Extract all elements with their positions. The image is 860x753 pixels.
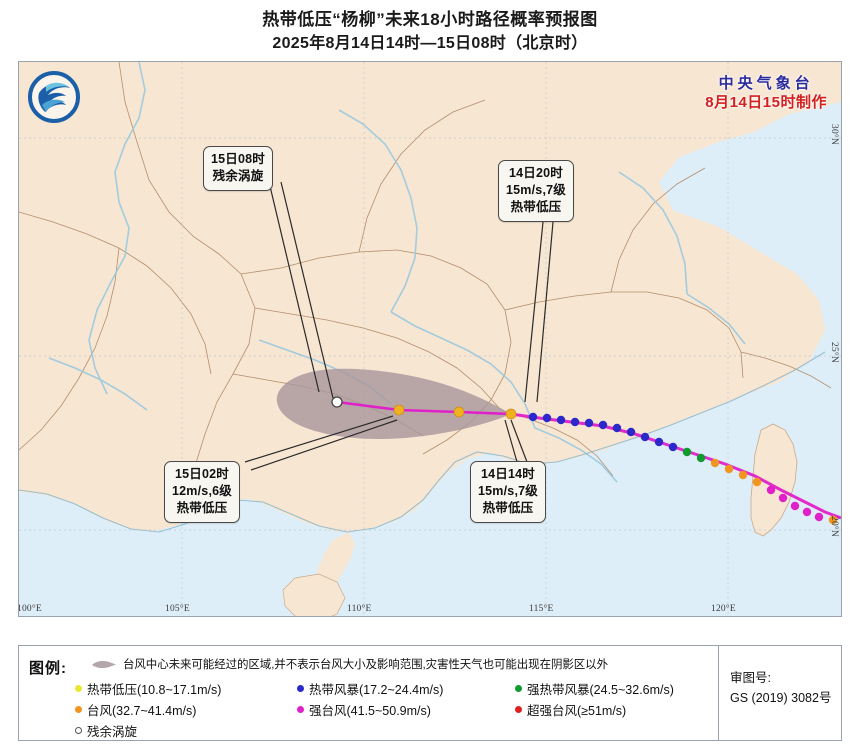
legend-item-typhoon: 台风(32.7~41.4m/s) [75,700,297,719]
callout-14d14-line-3: 热带低压 [482,501,534,515]
residual-vortex-marker [331,396,343,408]
lon-tick-115e: 115°E [529,604,554,614]
past-track-points [528,412,838,525]
lon-tick-100e: 100°E [18,604,42,614]
legend-row-1: 热带低压(10.8~17.1m/s) 热带风暴(17.2~24.4m/s) 强热… [75,678,715,699]
watermark-organization: 中央气象台 [718,75,814,92]
probability-cone [276,368,511,440]
legend-item-residual-vortex: 残余涡旋 [75,721,297,740]
callout-14d14-line-2: 15m/s,7级 [478,484,538,498]
legend-item-super-typhoon: 超强台风(≥51m/s) [515,700,715,719]
lon-tick-110e: 110°E [347,604,372,614]
lon-tick-120e: 120°E [711,604,736,614]
lat-tick-30n: 30°N [829,124,839,145]
legend-item-tropical-depression: 热带低压(10.8~17.1m/s) [75,679,297,698]
page-title: 热带低压“杨柳”未来18小时路径概率预报图 2025年8月14日14时—15日0… [0,8,860,56]
callout-14d20-line-2: 15m/s,7级 [506,183,566,197]
legend-title: 图例: [29,660,67,677]
callout-15d08-line-1: 15日08时 [211,152,266,166]
callout-14d14-line-1: 14日14时 [480,467,535,481]
probability-cone-swatch [92,660,116,668]
legend-cone-note-row: 台风中心未来可能经过的区域,并不表示台风大小及影响范围,灾害性天气也可能出现在阴… [91,656,608,672]
callout-15d02-line-2: 12m/s,6级 [172,484,232,498]
legend-text-severe-tropical-storm: 强热带风暴(24.5~32.6m/s) [527,683,674,697]
callout-15d08-line-2: 残余涡旋 [212,169,264,183]
title-line-2: 2025年8月14日14时—15日08时（北京时） [272,35,588,52]
map-canvas[interactable]: 中央气象台 8月14日15时制作 15日08时 残余涡旋 14日20时 15m/… [18,61,842,617]
callout-14d20-line-1: 14日20时 [508,166,563,180]
lat-tick-20n: 20°N [829,516,839,537]
legend-dot-residual-vortex [75,727,82,734]
legend-row-3: 残余涡旋 [75,720,715,741]
legend-item-severe-tropical-storm: 强热带风暴(24.5~32.6m/s) [515,679,715,698]
legend-text-tropical-depression: 热带低压(10.8~17.1m/s) [87,683,222,697]
legend-panel: 图例: 台风中心未来可能经过的区域,并不表示台风大小及影响范围,灾害性天气也可能… [18,645,842,741]
watermark-production-time: 8月14日15时制作 [705,94,827,111]
approval-number: GS (2019) 3082号 [730,691,832,705]
callout-leader-lines [244,181,554,471]
legend-cone-note: 台风中心未来可能经过的区域,并不表示台风大小及影响范围,灾害性天气也可能出现在阴… [123,659,608,671]
legend-dot-tropical-depression [75,685,82,692]
legend-dot-typhoon [75,706,82,713]
callout-15d02-line-3: 热带低压 [176,501,228,515]
approval-title: 审图号: [730,671,771,685]
callout-14d20[interactable]: 14日20时 15m/s,7级 热带低压 [498,160,574,222]
map-vector-layer [19,62,841,616]
legend-text-typhoon: 台风(32.7~41.4m/s) [87,704,197,718]
legend-items-grid: 热带低压(10.8~17.1m/s) 热带风暴(17.2~24.4m/s) 强热… [75,678,715,741]
legend-dot-strong-typhoon [297,706,304,713]
watermark: 中央气象台 8月14日15时制作 [705,74,827,112]
legend-left-section: 图例: 台风中心未来可能经过的区域,并不表示台风大小及影响范围,灾害性天气也可能… [19,646,719,740]
legend-text-residual-vortex: 残余涡旋 [87,725,138,739]
callout-15d08[interactable]: 15日08时 残余涡旋 [203,146,274,191]
legend-row-2: 台风(32.7~41.4m/s) 强台风(41.5~50.9m/s) 超强台风(… [75,699,715,720]
legend-dot-tropical-storm [297,685,304,692]
forecast-track-points [331,396,517,420]
legend-text-tropical-storm: 热带风暴(17.2~24.4m/s) [309,683,444,697]
legend-dot-severe-tropical-storm [515,685,522,692]
callout-15d02[interactable]: 15日02时 12m/s,6级 热带低压 [164,461,240,523]
legend-text-strong-typhoon: 强台风(41.5~50.9m/s) [309,704,431,718]
lat-tick-25n: 25°N [829,342,839,363]
legend-dot-super-typhoon [515,706,522,713]
legend-item-tropical-storm: 热带风暴(17.2~24.4m/s) [297,679,515,698]
legend-approval-section: 审图号: GS (2019) 3082号 [720,646,842,740]
legend-text-super-typhoon: 超强台风(≥51m/s) [527,704,627,718]
lon-tick-105e: 105°E [165,604,190,614]
title-line-1: 热带低压“杨柳”未来18小时路径概率预报图 [262,10,598,29]
callout-15d02-line-1: 15日02时 [174,467,229,481]
legend-item-strong-typhoon: 强台风(41.5~50.9m/s) [297,700,515,719]
callout-14d20-line-3: 热带低压 [510,200,562,214]
callout-14d14[interactable]: 14日14时 15m/s,7级 热带低压 [470,461,546,523]
cma-logo-icon [28,71,80,123]
